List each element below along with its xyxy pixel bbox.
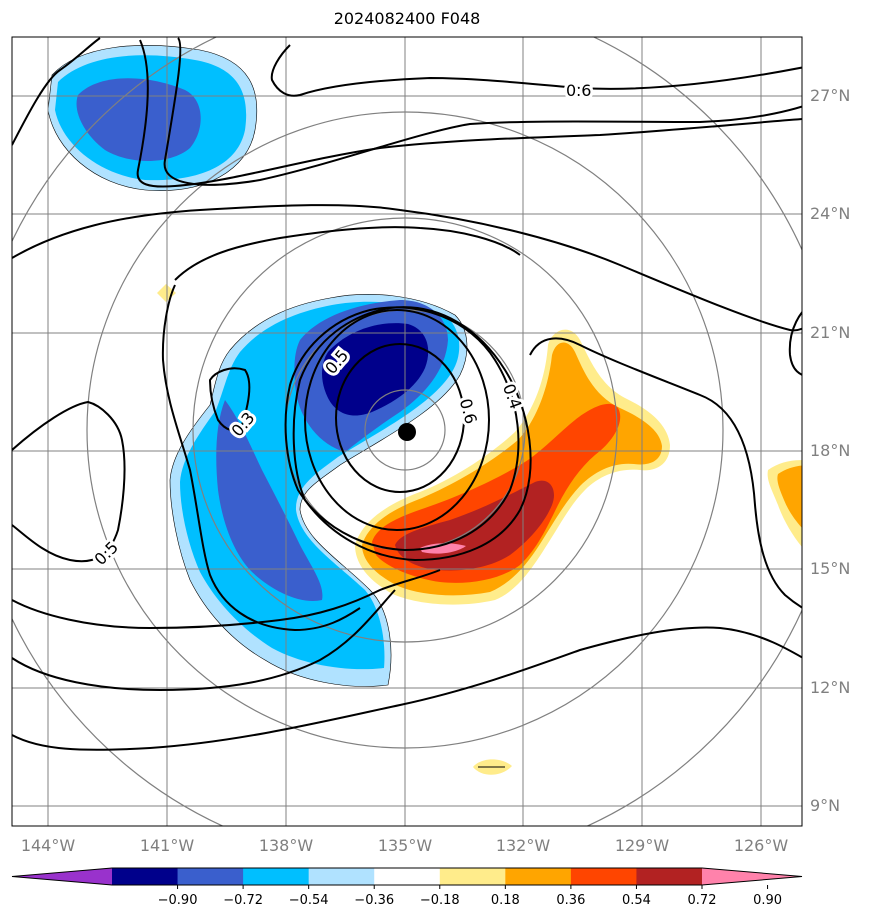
colorbar-segment: [308, 868, 375, 885]
pos-fill-mid: [777, 465, 802, 528]
gridlines: [12, 37, 802, 826]
neg-fill-darkest: [322, 323, 429, 416]
latitude-labels: 27°N 24°N 21°N 18°N 15°N 12°N 9°N: [810, 86, 850, 815]
colorbar-segment: [374, 868, 441, 885]
colorbar-extend-high: [702, 868, 802, 885]
colorbar-tick-label: 0.18: [491, 893, 520, 908]
lon-tick-label: 135°W: [378, 836, 433, 855]
colorbar-tick-label: 0.72: [688, 893, 717, 908]
lat-tick-label: 18°N: [810, 441, 850, 460]
lon-tick-label: 138°W: [259, 836, 314, 855]
colorbar-tick-label: −0.90: [158, 893, 198, 908]
lon-tick-label: 132°W: [496, 836, 551, 855]
contour-lines: [12, 37, 802, 751]
colorbar-outline: [11, 867, 803, 886]
longitude-labels: 144°W 141°W 138°W 135°W 132°W 129°W 126°…: [21, 836, 789, 855]
neg-fill-strong: [216, 400, 323, 601]
neg-fill-strong: [76, 78, 201, 162]
colorbar-extend-low: [12, 868, 112, 885]
colorbar-segment: [570, 868, 637, 885]
contour-label: 0.6: [456, 397, 481, 427]
storm-center-marker: [398, 423, 416, 441]
lat-tick-label: 24°N: [810, 204, 850, 223]
lat-tick-label: 27°N: [810, 86, 850, 105]
vortex-contours: [284, 306, 532, 562]
colorbar-tick-label: −0.36: [354, 893, 394, 908]
colorbar-segment: [112, 868, 179, 885]
colorbar-segment: [243, 868, 310, 885]
colorbar-segment: [439, 868, 506, 885]
colorbar-tick-label: −0.72: [223, 893, 263, 908]
lat-tick-label: 15°N: [810, 559, 850, 578]
fill-outline: [169, 294, 468, 687]
lon-tick-label: 144°W: [21, 836, 76, 855]
lat-tick-label: 21°N: [810, 323, 850, 342]
contour-label: 0.6: [566, 81, 591, 100]
colorbar-segment: [177, 868, 244, 885]
colorbar-tick-label: 0.36: [556, 893, 585, 908]
colorbar-tick-label: −0.18: [420, 893, 460, 908]
lon-tick-label: 129°W: [615, 836, 670, 855]
map-frame: [11, 36, 803, 827]
colorbar-tick-label: 0.90: [753, 893, 782, 908]
colorbar: −0.90 −0.72 −0.54 −0.36 −0.18 0.18 0.36 0.54 0.7…: [11, 867, 803, 908]
lat-tick-label: 12°N: [810, 678, 850, 697]
colorbar-segment: [505, 868, 572, 885]
lon-tick-label: 126°W: [734, 836, 789, 855]
lon-tick-label: 141°W: [140, 836, 195, 855]
fill-outline: [47, 45, 258, 191]
colorbar-tick-label: 0.54: [622, 893, 651, 908]
colorbar-segment: [636, 868, 703, 885]
chart-title: 2024082400 F048: [333, 9, 481, 28]
colorbar-tick-label: −0.54: [289, 893, 329, 908]
lat-tick-label: 9°N: [810, 796, 840, 815]
pos-fill-max: [420, 543, 466, 554]
filled-contours: [12, 37, 802, 826]
